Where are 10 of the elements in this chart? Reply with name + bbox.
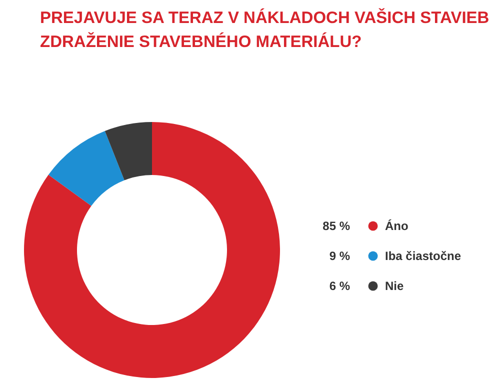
donut-slice [48, 130, 124, 206]
legend-label: Nie [385, 279, 404, 293]
data-label: 6 % [329, 279, 350, 293]
donut-slice [24, 122, 280, 378]
legend-label: Áno [385, 219, 408, 233]
legend-label: Iba čiastočne [385, 249, 462, 263]
chart-title: PREJAVUJE SA TERAZ V NÁKLADOCH VAŠICH STAVIEB ZDRAŽENIE STAVEBNÉHO MATERIÁLU? [40, 8, 490, 51]
data-label: 9 % [329, 249, 350, 263]
donut-slice [104, 122, 152, 180]
data-label: 85 % [322, 219, 350, 233]
